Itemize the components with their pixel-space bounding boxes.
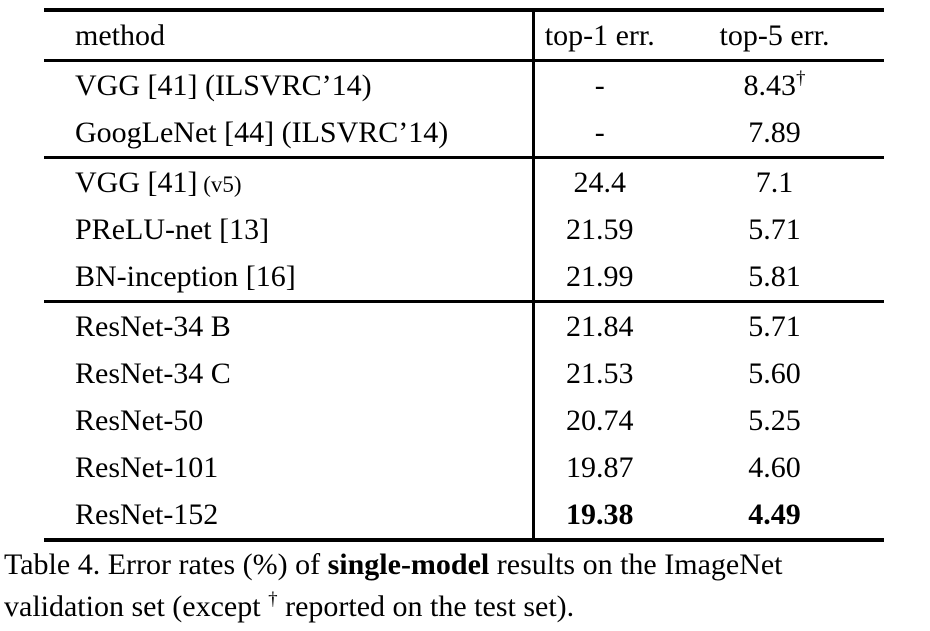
dagger-mark: † xyxy=(796,67,806,89)
method-cell: ResNet-34 C xyxy=(44,350,535,397)
table-row: GoogLeNet [44] (ILSVRC’14) - 7.89 xyxy=(44,109,884,158)
top1-err-cell: 21.84 xyxy=(533,300,665,350)
method-cell: VGG [41] (ILSVRC’14) xyxy=(44,60,535,109)
dagger-mark: † xyxy=(268,589,278,610)
table-row: ResNet-34 B 21.84 5.71 xyxy=(44,300,884,350)
caption-text: reported on the test set). xyxy=(277,590,575,623)
caption-line-1: Table 4. Error rates (%) of single-model… xyxy=(4,544,928,586)
top5-err-cell: 4.60 xyxy=(748,450,801,484)
top5-err-cell: 5.60 xyxy=(748,356,801,390)
top1-err-cell: 20.74 xyxy=(566,403,634,437)
table-caption: Table 4. Error rates (%) of single-model… xyxy=(4,544,928,628)
top1-err-cell: - xyxy=(594,68,605,102)
method-cell: ResNet-101 xyxy=(44,444,535,491)
table-body: VGG [41] (ILSVRC’14) - 8.43† GoogLeNet [44]… xyxy=(44,60,884,540)
col-header-top1: top-1 err. xyxy=(533,10,665,62)
top1-err-cell: 19.38 xyxy=(566,497,634,531)
method-note: (v5) xyxy=(197,171,242,197)
caption-line-2: validation set (except † reported on the… xyxy=(4,586,928,628)
col-header-method: method xyxy=(44,10,535,62)
method-cell: PReLU-net [13] xyxy=(44,206,535,253)
table-row: VGG [41] (v5) 24.4 7.1 xyxy=(44,156,884,206)
top1-err-cell: 21.99 xyxy=(566,259,634,293)
method-cell: ResNet-34 B xyxy=(44,300,535,350)
top5-err-cell: 4.49 xyxy=(748,497,801,531)
top5-err-cell: 5.71 xyxy=(748,212,801,246)
method-cell: ResNet-50 xyxy=(44,397,535,444)
top1-err-cell: 24.4 xyxy=(533,156,665,206)
col-header-top5: top-5 err. xyxy=(665,10,884,62)
top1-err-cell: 21.53 xyxy=(566,356,634,390)
caption-text: Table 4. Error rates (%) of xyxy=(4,548,328,581)
method-cell: ResNet-152 xyxy=(44,491,535,540)
caption-bold-text: single-model xyxy=(327,548,490,581)
top5-err-cell: 5.81 xyxy=(748,259,801,293)
results-table: method top-1 err. top-5 err. VGG [41] (I… xyxy=(44,8,884,542)
table-row: ResNet-152 19.38 4.49 xyxy=(44,491,884,540)
method-cell: GoogLeNet [44] (ILSVRC’14) xyxy=(44,109,535,158)
top5-err-cell: 5.71 xyxy=(665,300,884,350)
results-table-wrap: method top-1 err. top-5 err. VGG [41] (I… xyxy=(44,8,884,542)
caption-text: validation set (except xyxy=(4,590,269,623)
top5-err-cell: 5.25 xyxy=(748,403,801,437)
top1-err-cell: - xyxy=(594,115,605,149)
method-cell: VGG [41] (v5) xyxy=(44,156,535,206)
table-row: ResNet-50 20.74 5.25 xyxy=(44,397,884,444)
table-row: ResNet-34 C 21.53 5.60 xyxy=(44,350,884,397)
table-row: ResNet-101 19.87 4.60 xyxy=(44,444,884,491)
top5-err-cell: 8.43† xyxy=(743,67,806,102)
top5-err-cell: 7.89 xyxy=(748,115,801,149)
top1-err-cell: 19.87 xyxy=(566,450,634,484)
top1-err-cell: 21.59 xyxy=(566,212,634,246)
caption-text: results on the ImageNet xyxy=(489,548,783,581)
header-row: method top-1 err. top-5 err. xyxy=(44,10,884,62)
table-row: BN-inception [16] 21.99 5.81 xyxy=(44,253,884,302)
top5-err-cell: 7.1 xyxy=(665,156,884,206)
method-cell: BN-inception [16] xyxy=(44,253,535,302)
table-row: PReLU-net [13] 21.59 5.71 xyxy=(44,206,884,253)
table-row: VGG [41] (ILSVRC’14) - 8.43† xyxy=(44,60,884,109)
